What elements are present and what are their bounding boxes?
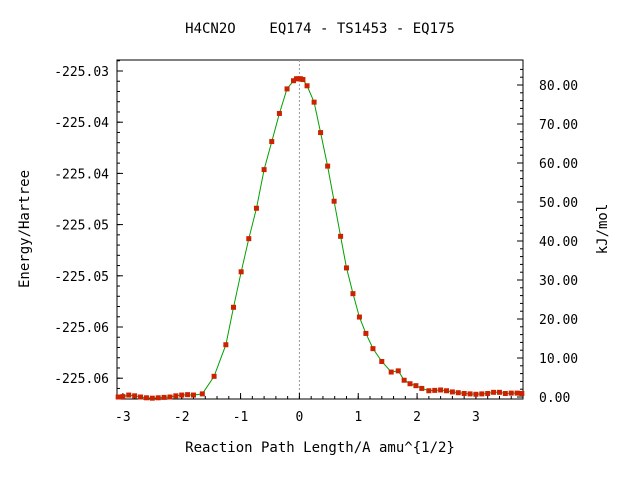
- energy-curve: [118, 78, 522, 399]
- data-point: [291, 78, 297, 84]
- y-right-tick-label: 50.00: [539, 196, 578, 211]
- data-point: [496, 389, 502, 395]
- data-point: [161, 394, 167, 400]
- data-point: [467, 391, 473, 397]
- y-right-tick-label: 20.00: [539, 313, 578, 328]
- data-point: [438, 387, 444, 393]
- data-point: [338, 233, 344, 239]
- data-point: [138, 394, 144, 400]
- data-point: [223, 342, 229, 348]
- data-point: [426, 388, 432, 394]
- data-point: [190, 392, 196, 398]
- x-axis-label: Reaction Path Length/A amu^{1/2}: [185, 440, 455, 456]
- data-point: [461, 390, 467, 396]
- data-point: [231, 304, 237, 310]
- data-point: [238, 269, 244, 275]
- data-point: [514, 390, 520, 396]
- y-axis-label: Energy/Hartree: [17, 170, 33, 288]
- data-point: [311, 99, 317, 105]
- data-point: [363, 330, 369, 336]
- data-point: [473, 391, 479, 397]
- data-point: [379, 359, 385, 365]
- y-left-axis-ticks: -225.03 -225.04 -225.04 -225.05 -225.05 -225.…: [54, 60, 123, 400]
- x-tick-label: 3: [472, 410, 480, 425]
- data-point: [120, 394, 126, 400]
- data-point: [253, 205, 259, 211]
- data-points: [115, 76, 525, 401]
- data-point: [155, 395, 161, 401]
- data-point: [508, 390, 514, 396]
- y-right-tick-label: 70.00: [539, 118, 578, 133]
- data-point: [173, 393, 179, 399]
- data-point: [519, 390, 525, 396]
- data-point: [276, 110, 282, 116]
- y-right-tick-label: 10.00: [539, 352, 578, 367]
- data-point: [300, 77, 306, 83]
- y2-axis-label: kJ/mol: [595, 204, 611, 255]
- data-point: [485, 390, 491, 396]
- data-point: [331, 198, 337, 204]
- data-point: [502, 390, 508, 396]
- x-tick-label: 0: [295, 410, 303, 425]
- data-point: [343, 265, 349, 271]
- plot-area: -3 -2 -1 0 1 2 3 -225.03-225.04-225.04-225.05-…: [54, 59, 578, 425]
- data-point: [432, 387, 438, 393]
- y-left-tick-label: -225.04: [54, 116, 109, 131]
- data-point: [318, 130, 324, 136]
- chart-title: H4CN2O EQ174 - TS1453 - EQ175: [185, 21, 455, 37]
- data-point: [356, 314, 362, 320]
- data-point: [115, 394, 121, 400]
- y-left-tick-label: -225.06: [54, 321, 109, 336]
- y-right-tick-label: 40.00: [539, 235, 578, 250]
- data-point: [269, 139, 275, 145]
- data-point: [413, 383, 419, 389]
- data-point: [261, 167, 267, 173]
- x-tick-label: -1: [233, 410, 249, 425]
- data-point: [388, 369, 394, 375]
- data-point: [401, 377, 407, 383]
- y-right-tick-label: 0.00: [539, 391, 570, 406]
- data-point: [407, 381, 413, 387]
- data-point: [370, 346, 376, 352]
- y-right-axis-ticks: 0.00 10.00 20.00 30.00 40.00 50.00 60.00 70.00 8…: [517, 68, 578, 406]
- y-left-tick-label: -225.06: [54, 372, 109, 387]
- data-point: [479, 391, 485, 397]
- data-point: [419, 385, 425, 391]
- y-right-tick-label: 30.00: [539, 274, 578, 289]
- data-point: [395, 368, 401, 374]
- data-point: [246, 236, 252, 242]
- y-left-tick-label: -225.05: [54, 270, 109, 285]
- y-left-tick-label: -225.04: [54, 167, 109, 182]
- y-right-tick-label: 80.00: [539, 79, 578, 94]
- x-axis-ticks: -3 -2 -1 0 1 2 3: [115, 393, 512, 425]
- data-point: [449, 389, 455, 395]
- x-tick-label: -3: [115, 410, 131, 425]
- data-point: [444, 388, 450, 394]
- y-left-tick-label: -225.03: [54, 65, 109, 80]
- data-point: [199, 391, 205, 397]
- data-point: [132, 393, 138, 399]
- data-point: [325, 163, 331, 169]
- x-tick-label: -2: [174, 410, 190, 425]
- plot-frame: [116, 59, 524, 400]
- data-point: [350, 291, 356, 297]
- y-left-tick-label: -225.05: [54, 219, 109, 234]
- data-point: [455, 390, 461, 396]
- data-point: [149, 395, 155, 401]
- data-point: [284, 86, 290, 92]
- data-point: [304, 83, 310, 89]
- data-point: [167, 394, 173, 400]
- data-point: [126, 392, 132, 398]
- data-point: [185, 392, 191, 398]
- x-tick-label: 2: [413, 410, 421, 425]
- data-point: [179, 392, 185, 398]
- data-point: [211, 373, 217, 379]
- x-tick-label: 1: [354, 410, 362, 425]
- y-right-tick-label: 60.00: [539, 157, 578, 172]
- data-point: [491, 389, 497, 395]
- data-point: [143, 395, 149, 401]
